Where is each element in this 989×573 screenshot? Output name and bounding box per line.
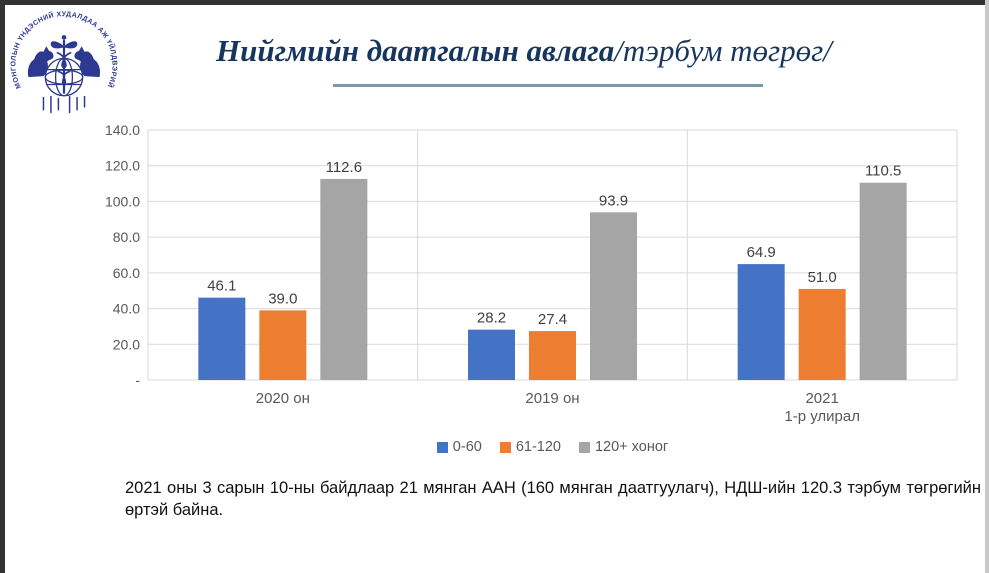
y-axis-tick-label: 60.0 xyxy=(113,265,140,281)
y-axis-tick-label: 120.0 xyxy=(105,158,140,174)
bar-value-label: 39.0 xyxy=(268,290,297,307)
x-axis-category-label: 2019 он xyxy=(525,390,579,407)
right-border xyxy=(985,0,989,573)
top-border xyxy=(0,0,989,5)
y-axis-tick-label: - xyxy=(135,372,140,388)
y-axis-tick-label: 80.0 xyxy=(113,229,140,245)
caduceus-icon xyxy=(50,35,78,94)
mongolian-script-marks xyxy=(42,95,86,114)
x-axis-category-label: 2020 он xyxy=(256,390,310,407)
bar-value-label: 51.0 xyxy=(808,269,837,286)
bar-value-label: 64.9 xyxy=(747,244,776,261)
y-axis-tick-label: 140.0 xyxy=(105,122,140,138)
bar-0-60-1 xyxy=(468,329,515,380)
bar-value-label: 27.4 xyxy=(538,311,567,328)
bar-chart: - 20.0 40.0 60.0 80.0 100.0 120.0 140.0 46.1 39.0… xyxy=(105,122,958,425)
bar-120+ хоног-1 xyxy=(590,212,637,380)
page-title-main: Нийгмийн даатгалын авлага xyxy=(216,33,615,68)
bar-value-label: 46.1 xyxy=(207,278,236,295)
y-axis-tick-label: 40.0 xyxy=(113,301,140,317)
left-border xyxy=(0,0,5,573)
bar-value-label: 110.5 xyxy=(865,163,901,180)
y-axis-tick-label: 100.0 xyxy=(105,193,140,209)
bar-61-120-1 xyxy=(529,331,576,380)
x-axis-category-label: 2021 xyxy=(805,390,838,407)
bar-0-60-0 xyxy=(198,297,246,380)
chart-legend: 0-60 61-120 120+ хоног xyxy=(148,439,957,455)
footer-note: 2021 оны 3 сарын 10-ны байдлаар 21 мянга… xyxy=(125,479,981,519)
page-title: Нийгмийн даатгалын авлага/тэрбум төгрөг/ xyxy=(216,33,832,69)
page-title-sub: /тэрбум төгрөг/ xyxy=(614,33,832,68)
bar-value-label: 28.2 xyxy=(477,310,506,327)
x-axis-category-label: 1-р улирал xyxy=(784,408,860,425)
logo-ring-text: МОНГОЛЫН ҮНДЭСНИЙ ХУДАЛДАА АЖ ҮЙЛДВЭРИЙН… xyxy=(8,8,118,90)
legend-item-1: 61-120 xyxy=(499,439,561,455)
bar-value-label: 112.6 xyxy=(326,159,362,176)
bar-120+ хоног-2 xyxy=(859,182,907,380)
bar-0-60-2 xyxy=(737,264,785,380)
y-axis-tick-label: 20.0 xyxy=(113,336,140,352)
bar-value-label: 93.9 xyxy=(599,192,628,209)
legend-label: 0-60 xyxy=(452,439,482,455)
legend-swatch xyxy=(578,441,590,453)
legend-label: 61-120 xyxy=(515,439,561,455)
bar-61-120-2 xyxy=(798,288,846,380)
legend-item-2: 120+ хоног xyxy=(578,439,669,455)
title-underline xyxy=(333,84,763,87)
bar-61-120-0 xyxy=(259,310,307,380)
bar-120+ хоног-0 xyxy=(320,178,368,380)
legend-label: 120+ хоног xyxy=(594,439,669,455)
legend-swatch xyxy=(436,441,448,453)
legend-swatch xyxy=(499,441,511,453)
horse-icons xyxy=(27,46,101,78)
legend-item-0: 0-60 xyxy=(436,439,482,455)
chamber-of-commerce-logo: МОНГОЛЫН ҮНДЭСНИЙ ХУДАЛДАА АЖ ҮЙЛДВЭРИЙН… xyxy=(8,8,118,114)
